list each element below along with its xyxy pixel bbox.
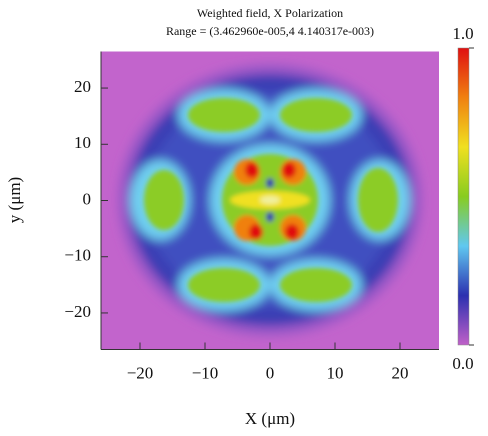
chart-title: Weighted field, X Polarization xyxy=(197,6,343,20)
y-tick-label: 20 xyxy=(74,77,91,96)
x-tick-label: 10 xyxy=(327,363,344,382)
x-tick-label: −20 xyxy=(127,363,154,382)
chart-subtitle: Range = (3.462960e-005,4 4.140317e-003) xyxy=(166,24,374,38)
y-tick-label: −20 xyxy=(64,302,91,321)
colorbar-tick-label: 0.0 xyxy=(452,354,473,373)
y-tick-label: −10 xyxy=(64,246,91,265)
y-axis-title: y (μm) xyxy=(5,177,24,223)
x-tick-label: 20 xyxy=(392,363,409,382)
x-tick-label: 0 xyxy=(266,363,275,382)
y-tick-label: 10 xyxy=(74,133,91,152)
colorbar-tick-label: 1.0 xyxy=(452,24,473,43)
x-axis-title: X (μm) xyxy=(245,409,295,428)
y-tick-label: 0 xyxy=(83,189,92,208)
field-core xyxy=(144,98,398,302)
field xyxy=(101,51,439,350)
colorbar xyxy=(457,47,470,346)
x-tick-label: −10 xyxy=(192,363,219,382)
